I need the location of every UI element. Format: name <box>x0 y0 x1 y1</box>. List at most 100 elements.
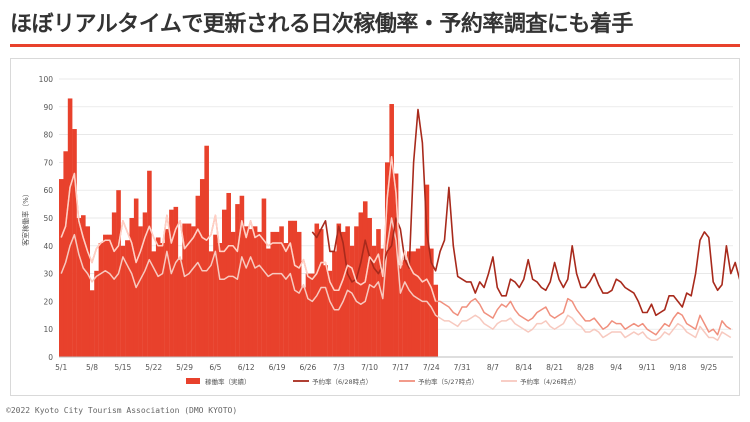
occupancy-bar <box>327 270 333 357</box>
occupancy-bar <box>107 234 113 357</box>
y-tick-label: 40 <box>43 242 53 251</box>
occupancy-bar <box>208 251 214 357</box>
occupancy-bar <box>142 212 148 357</box>
x-tick-label: 8/21 <box>546 363 563 372</box>
x-tick-label: 5/8 <box>86 363 98 372</box>
occupancy-bar <box>248 229 254 357</box>
occupancy-bar <box>177 259 183 357</box>
occupancy-bar <box>67 98 73 358</box>
occupancy-bar <box>98 243 104 357</box>
occupancy-bar <box>191 226 196 357</box>
x-tick-label: 7/17 <box>392 363 409 372</box>
occupancy-bar <box>81 215 86 357</box>
y-tick-label: 50 <box>43 214 53 223</box>
occupancy-bar <box>367 218 372 357</box>
occupancy-bar <box>310 273 315 357</box>
occupancy-bar <box>195 195 201 357</box>
page-title: ほぼリアルタイムで更新される日次稼働率・予約率調査にも着手 <box>10 12 633 37</box>
y-tick-label: 60 <box>43 186 53 195</box>
bar-layer <box>59 98 439 358</box>
title-underline <box>10 44 740 47</box>
reservation-line-5-27-over-bars <box>60 156 437 302</box>
occupancy-bar <box>384 162 390 357</box>
occupancy-bar <box>111 212 117 357</box>
occupancy-bar <box>63 151 68 357</box>
occupancy-bar <box>340 231 346 357</box>
occupancy-bar <box>318 229 324 357</box>
occupancy-bar <box>204 145 209 357</box>
x-tick-label: 8/28 <box>577 363 594 372</box>
y-tick-label: 20 <box>43 297 53 306</box>
occupancy-bar <box>424 184 430 357</box>
occupancy-bar <box>314 223 320 357</box>
occupancy-bar <box>213 234 218 357</box>
occupancy-bar <box>270 231 276 357</box>
occupancy-bar <box>323 265 328 357</box>
occupancy-bar <box>429 248 434 357</box>
legend-swatch-bar <box>186 378 200 384</box>
occupancy-bar <box>239 195 245 357</box>
occupancy-bar <box>230 231 236 357</box>
x-tick-label: 8/7 <box>487 363 499 372</box>
occupancy-bar <box>120 245 126 357</box>
occupancy-bar <box>398 265 403 357</box>
y-tick-label: 80 <box>43 131 53 140</box>
occupancy-bar <box>332 251 337 357</box>
occupancy-bar <box>415 248 421 357</box>
occupancy-bar <box>155 237 161 357</box>
y-tick-label: 70 <box>43 158 53 167</box>
occupancy-bar <box>402 259 408 357</box>
legend: 稼働率（実績） 予約率（6/28時点） 予約率（5/27時点） 予約率（4/26時点） <box>186 377 580 386</box>
x-tick-label: 9/11 <box>639 363 656 372</box>
y-axis-label: 客室稼働率（%） <box>21 190 30 246</box>
x-tick-label: 9/4 <box>610 363 622 372</box>
occupancy-bar <box>169 209 174 357</box>
occupancy-bar <box>151 251 157 357</box>
occupancy-bar <box>182 223 187 357</box>
occupancy-bar <box>244 226 249 357</box>
y-tick-label: 10 <box>43 325 53 334</box>
x-tick-label: 6/12 <box>238 363 255 372</box>
occupancy-bar <box>354 226 359 357</box>
x-tick-label: 7/24 <box>423 363 440 372</box>
x-tick-label: 8/14 <box>515 363 532 372</box>
axis-layer: 0 10 20 30 40 50 60 70 80 90 100 客室稼働率（%） 5/1 5/8 5/15… <box>21 75 733 372</box>
y-tick-label: 100 <box>39 75 54 84</box>
occupancy-bar <box>89 290 95 357</box>
occupancy-bar <box>288 220 293 357</box>
copyright-notice: ©2022 Kyoto City Tourism Association (DM… <box>6 406 238 415</box>
x-tick-label: 7/3 <box>333 363 345 372</box>
x-tick-label: 5/29 <box>176 363 193 372</box>
x-tick-label: 9/18 <box>670 363 687 372</box>
occupancy-bar <box>103 234 108 357</box>
legend-label: 予約率（4/26時点） <box>520 377 580 386</box>
occupancy-bar <box>371 245 377 357</box>
occupancy-bar <box>296 231 302 357</box>
y-tick-label: 90 <box>43 103 53 112</box>
legend-label: 予約率（6/28時点） <box>312 377 372 386</box>
legend-label: 予約率（5/27時点） <box>418 377 478 386</box>
occupancy-bar <box>283 243 289 357</box>
occupancy-bar <box>305 273 311 357</box>
occupancy-bar <box>266 248 271 357</box>
occupancy-bar <box>147 170 152 357</box>
occupancy-bar <box>433 284 439 357</box>
chart-panel: 0 10 20 30 40 50 60 70 80 90 100 客室稼働率（%） 5/1 5/8 5/15… <box>10 58 750 396</box>
occupancy-bar <box>376 229 381 357</box>
occupancy-chart: 0 10 20 30 40 50 60 70 80 90 100 客室稼働率（%） 5/1 5/8 5/15… <box>21 75 750 386</box>
x-tick-label: 5/15 <box>114 363 131 372</box>
x-tick-label: 9/25 <box>700 363 717 372</box>
occupancy-bar <box>199 179 205 357</box>
occupancy-bar <box>407 251 412 357</box>
occupancy-bar <box>257 231 262 357</box>
x-tick-label: 6/5 <box>209 363 221 372</box>
x-tick-label: 5/1 <box>55 363 67 372</box>
occupancy-bar <box>125 240 130 357</box>
occupancy-bar <box>129 218 135 357</box>
occupancy-bar <box>138 226 143 357</box>
occupancy-bar <box>274 231 280 357</box>
line-layer <box>60 108 750 342</box>
occupancy-bar <box>164 229 170 357</box>
occupancy-bar <box>261 198 267 357</box>
y-tick-label: 30 <box>43 270 53 279</box>
